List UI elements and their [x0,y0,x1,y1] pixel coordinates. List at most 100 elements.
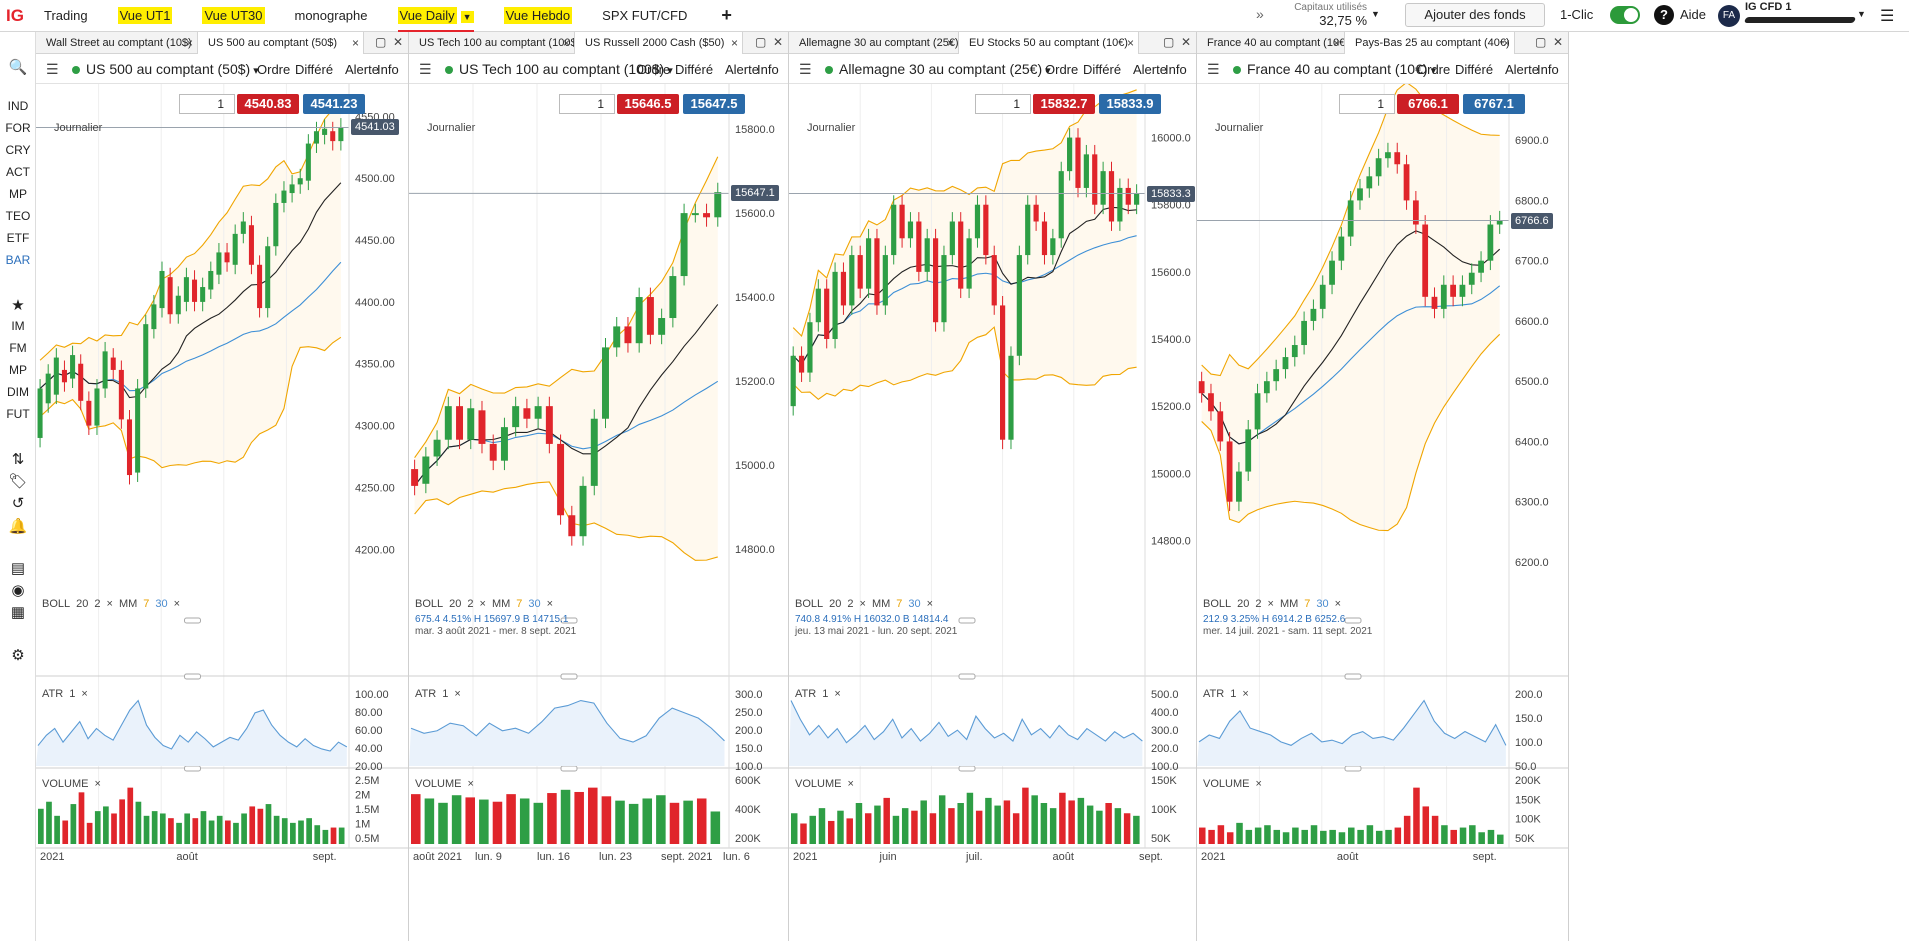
sell-price-button[interactable]: 15646.5 [617,94,679,114]
chart-tab[interactable]: Allemagne 30 au comptant (25€) × [789,32,959,54]
order-button[interactable]: Ordre [1417,62,1451,77]
sidebar-item-cry[interactable]: CRY [5,143,31,157]
deferred-button[interactable]: Différé [675,62,714,77]
chevron-down-icon[interactable]: ▾ [664,65,673,77]
pane-resize-handle[interactable] [184,765,201,772]
close-icon[interactable]: ✕ [393,35,404,49]
sell-price-button[interactable]: 6766.1 [1397,94,1459,114]
sidebar-item-teo[interactable]: TEO [5,209,31,223]
add-funds-button[interactable]: Ajouter des fonds [1405,3,1545,27]
maximize-icon[interactable]: ▢ [1535,35,1547,49]
alert-button[interactable]: Alerte [725,62,759,77]
sell-price-button[interactable]: 15832.7 [1033,94,1095,114]
quantity-input[interactable]: 1 [975,94,1031,114]
remove-indicator-icon[interactable]: × [859,598,866,610]
remove-indicator-icon[interactable]: × [834,688,841,700]
sell-price-button[interactable]: 4540.83 [237,94,299,114]
instrument-selector[interactable]: Allemagne 30 au comptant (25€) ▾ [839,61,1051,77]
sidebar-item-fm[interactable]: FM [9,341,27,355]
help-icon[interactable]: ? [1654,5,1674,25]
search-icon[interactable]: 🔍 [8,59,28,76]
buy-price-button[interactable]: 6767.1 [1463,94,1525,114]
chevron-down-icon[interactable]: ▼ [460,10,474,23]
buy-price-button[interactable]: 15647.5 [683,94,745,114]
transfer-icon[interactable]: ⇅ [11,451,25,468]
ig-logo[interactable]: IG [6,6,24,25]
buy-price-button[interactable]: 15833.9 [1099,94,1161,114]
close-tab-icon[interactable]: × [1502,36,1510,50]
remove-indicator-icon[interactable]: × [106,598,113,610]
pane-resize-handle[interactable] [560,765,578,772]
workspace-tab-2[interactable]: Vue UT30 [194,5,272,26]
maximize-icon[interactable]: ▢ [1163,35,1175,49]
instrument-selector[interactable]: US Tech 100 au comptant (100$) ▾ [459,61,673,77]
more-tabs-icon[interactable]: » [1256,6,1264,22]
close-tab-icon[interactable]: × [946,36,954,50]
signal-icon[interactable]: ◉ [11,582,25,599]
quantity-input[interactable]: 1 [179,94,235,114]
quantity-input[interactable]: 1 [559,94,615,114]
alert-button[interactable]: Alerte [1133,62,1167,77]
sidebar-item-act[interactable]: ACT [6,165,30,179]
hamburger-icon[interactable]: ☰ [799,61,812,77]
hamburger-icon[interactable]: ☰ [419,61,432,77]
pane-resize-handle[interactable] [958,673,976,680]
chart-tab[interactable]: France 40 au comptant (10€) × [1197,32,1345,54]
close-tab-icon[interactable]: × [351,36,359,50]
info-button[interactable]: Info [1165,62,1187,77]
star-icon[interactable]: ★ [11,297,25,314]
close-icon[interactable]: ✕ [1553,35,1564,49]
sidebar-item-mp[interactable]: MP [9,187,27,201]
pane-resize-handle[interactable] [184,673,201,680]
deferred-button[interactable]: Différé [1083,62,1122,77]
news-icon[interactable]: ▤ [10,560,26,577]
close-tab-icon[interactable]: × [185,36,193,50]
one-click-toggle[interactable] [1610,6,1640,24]
quantity-input[interactable]: 1 [1339,94,1395,114]
order-button[interactable]: Ordre [257,62,291,77]
sidebar-item-ind[interactable]: IND [7,99,29,113]
maximize-icon[interactable]: ▢ [375,35,387,49]
order-button[interactable]: Ordre [1045,62,1079,77]
order-button[interactable]: Ordre [637,62,671,77]
alert-button[interactable]: Alerte [1505,62,1539,77]
account-caret-icon[interactable]: ▼ [1857,9,1866,19]
remove-indicator-icon[interactable]: × [467,778,474,790]
remove-indicator-icon[interactable]: × [847,778,854,790]
chevron-down-icon[interactable]: ▾ [1042,65,1051,77]
chart-canvas[interactable]: 4550.004500.004450.004400.004350.004300.… [36,84,409,941]
chart-tab[interactable]: US Russell 2000 Cash ($50) × [575,32,743,54]
close-icon[interactable]: ✕ [773,35,784,49]
maximize-icon[interactable]: ▢ [755,35,767,49]
alert-button[interactable]: Alerte [345,62,379,77]
list-menu-icon[interactable]: ☰ [1880,8,1895,25]
bell-icon[interactable]: 🔔 [8,518,28,535]
capital-used[interactable]: Capitaux utilisés 32,75 % [1287,2,1367,28]
add-workspace-button[interactable]: + [721,4,732,25]
close-icon[interactable]: ✕ [1181,35,1192,49]
buy-price-button[interactable]: 4541.23 [303,94,365,114]
remove-indicator-icon[interactable]: × [1267,598,1274,610]
workspace-tab-5[interactable]: Vue Hebdo [496,5,581,26]
pane-resize-handle[interactable] [1344,617,1362,624]
history-icon[interactable]: ↺ [11,495,25,512]
remove-indicator-icon[interactable]: × [926,598,934,610]
pane-resize-handle[interactable] [958,617,976,624]
close-tab-icon[interactable]: × [562,36,570,50]
sidebar-item-bar[interactable]: BAR [5,253,31,267]
workspace-tab-6[interactable]: SPX FUT/CFD [594,5,695,26]
info-button[interactable]: Info [1537,62,1559,77]
help-link[interactable]: Aide [1680,7,1707,22]
chevron-down-icon[interactable]: ▾ [250,65,259,77]
sidebar-item-dim[interactable]: DIM [7,385,29,399]
instrument-selector[interactable]: US 500 au comptant (50$) ▾ [86,61,259,77]
info-button[interactable]: Info [757,62,779,77]
capital-caret-icon[interactable]: ▼ [1371,9,1380,19]
account-name[interactable]: IG CFD 1 [1745,1,1792,13]
deferred-button[interactable]: Différé [295,62,334,77]
chart-canvas[interactable]: 6900.0 6800.0 6700.0 6600.0 6500.0 6400.0 6300… [1197,84,1569,941]
workspace-tab-4[interactable]: Vue Daily ▼ [390,5,482,32]
remove-indicator-icon[interactable]: × [1334,598,1342,610]
workspace-tab-0[interactable]: Trading [36,5,96,26]
remove-indicator-icon[interactable]: × [546,598,554,610]
